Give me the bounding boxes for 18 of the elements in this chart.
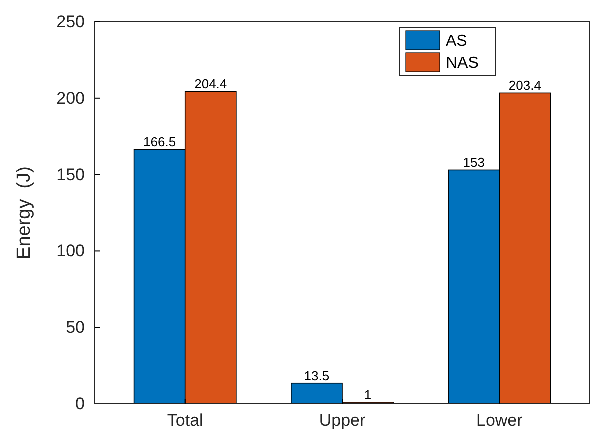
- y-tick-label: 100: [56, 242, 85, 261]
- data-label: 166.5: [144, 134, 176, 150]
- x-tick-label: Total: [167, 411, 204, 430]
- x-tick-label: Lower: [476, 411, 524, 430]
- data-label: 153: [463, 155, 485, 170]
- legend-label: AS: [446, 33, 468, 50]
- y-tick-label: 0: [76, 394, 85, 414]
- x-tick-label: Upper: [319, 411, 366, 430]
- y-tick-label: 250: [56, 12, 85, 32]
- data-label: 203.4: [508, 78, 542, 94]
- y-axis-title: Energy (J): [14, 166, 35, 260]
- legend-label: NAS: [446, 55, 479, 72]
- y-tick-label: 50: [66, 318, 85, 338]
- data-label: 204.4: [194, 76, 228, 92]
- data-label: 1: [364, 387, 372, 402]
- y-tick-label: 150: [56, 165, 85, 184]
- y-tick-label: 200: [56, 88, 85, 108]
- data-label: 13.5: [304, 368, 330, 384]
